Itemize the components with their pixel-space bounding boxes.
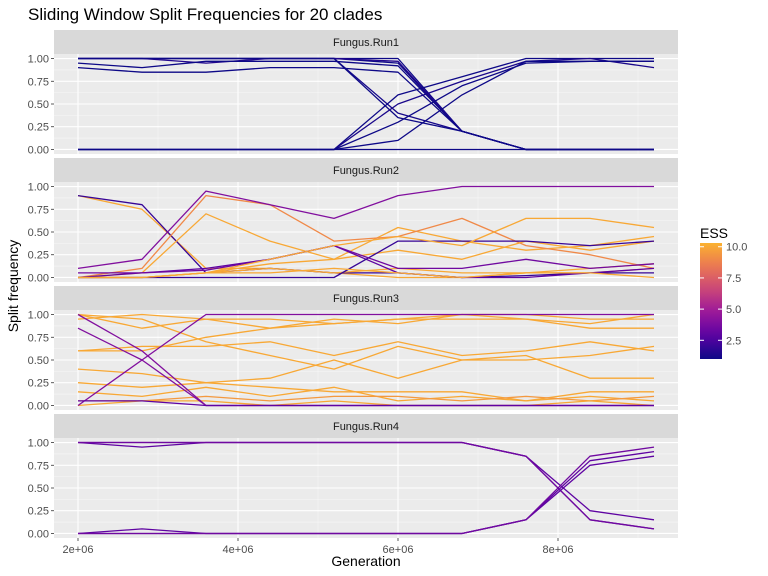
y-tick-label: 1.00 — [28, 182, 49, 194]
y-tick-label: 0.50 — [28, 355, 49, 367]
series-line — [77, 382, 654, 402]
strip-label: Fungus.Run4 — [333, 421, 399, 433]
x-axis: 2e+06 4e+06 6e+06 8e+06 — [63, 538, 574, 556]
y-tick-label: 1.00 — [28, 54, 49, 66]
x-tick-label: 8e+06 — [543, 544, 574, 556]
legend-colorbar — [700, 243, 722, 359]
y-tick-label: 0.75 — [28, 460, 49, 472]
y-tick-label: 0.50 — [28, 227, 49, 239]
series-line — [77, 213, 655, 279]
series-line — [77, 313, 655, 370]
series-line — [78, 244, 655, 274]
series-line — [78, 267, 655, 279]
series-line — [78, 400, 654, 407]
y-tick-label: 0.00 — [28, 528, 49, 540]
y-axis-title: Split frequency — [5, 240, 21, 333]
legend-title: ESS — [700, 225, 728, 241]
y-tick-label: 0.00 — [28, 272, 49, 284]
strip-label: Fungus.Run2 — [333, 165, 399, 177]
strip-label: Fungus.Run1 — [333, 37, 399, 49]
series-line — [77, 185, 654, 270]
x-tick-label: 6e+06 — [383, 544, 414, 556]
y-tick-label: 0.50 — [28, 99, 49, 111]
x-tick-label: 2e+06 — [63, 544, 94, 556]
y-tick-label: 0.00 — [28, 400, 49, 412]
strip-background — [54, 414, 678, 438]
legend-tick-label: 2.5 — [726, 335, 741, 347]
x-axis-title: Generation — [331, 553, 400, 569]
y-tick-label: 0.00 — [28, 144, 49, 156]
strip-background — [54, 158, 678, 182]
series-line — [78, 395, 655, 402]
y-tick-label: 0.25 — [28, 122, 49, 134]
y-tick-label: 0.25 — [28, 506, 49, 518]
y-tick-label: 0.75 — [28, 332, 49, 344]
series-line — [77, 313, 654, 407]
series-line — [77, 194, 654, 279]
series-line — [78, 313, 655, 352]
panel-Fungus.Run4: Fungus.Run4 0.00 0.25 0.50 0.75 1.00 — [28, 414, 678, 540]
ess-legend: ESS 2.5 5.0 7.5 10.0 — [700, 225, 747, 359]
y-tick-label: 1.00 — [28, 310, 49, 322]
chart-title: Sliding Window Split Frequencies for 20 … — [28, 5, 382, 24]
legend-tick-label: 10.0 — [726, 242, 747, 254]
strip-background — [54, 30, 678, 54]
y-tick-label: 0.50 — [28, 483, 49, 495]
series-line — [78, 240, 655, 279]
panel-Fungus.Run1: Fungus.Run1 0.00 0.25 0.50 0.75 1.00 — [28, 30, 678, 156]
y-tick-label: 0.75 — [28, 76, 49, 88]
y-tick-label: 0.75 — [28, 204, 49, 216]
series-line — [77, 194, 655, 279]
legend-tick-label: 5.0 — [726, 304, 741, 316]
y-tick-label: 0.25 — [28, 250, 49, 262]
panel-Fungus.Run2: Fungus.Run2 0.00 0.25 0.50 0.75 1.00 — [28, 158, 678, 284]
x-tick-label: 4e+06 — [223, 544, 254, 556]
series-line — [77, 400, 655, 407]
panel-Fungus.Run3: Fungus.Run3 0.00 0.25 0.50 0.75 1.00 — [28, 286, 678, 412]
facet-panels: Fungus.Run10.000.250.500.751.00Fungus.Ru… — [28, 30, 678, 540]
strip-label: Fungus.Run3 — [333, 293, 399, 305]
y-tick-label: 0.25 — [28, 378, 49, 390]
series-line — [77, 341, 655, 357]
series-line — [78, 446, 655, 535]
legend-tick-label: 7.5 — [726, 273, 741, 285]
y-tick-label: 1.00 — [28, 438, 49, 450]
strip-background — [54, 286, 678, 310]
